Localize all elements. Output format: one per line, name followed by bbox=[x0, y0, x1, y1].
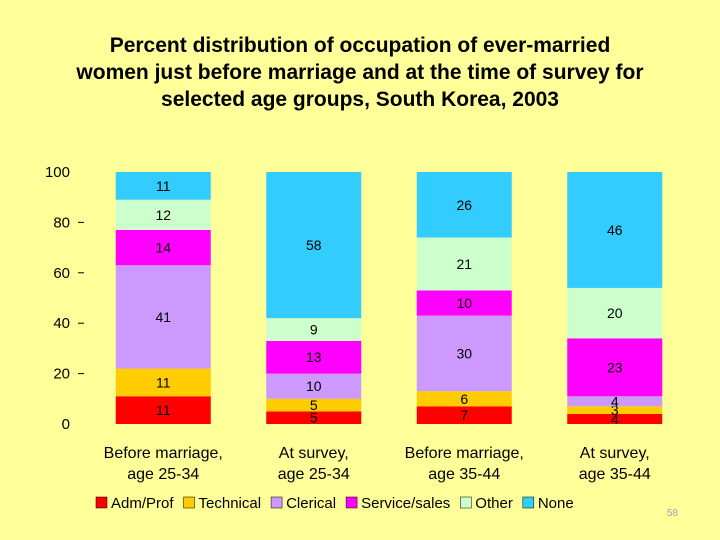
x-category-label: Before marriage, bbox=[104, 445, 223, 462]
data-label: 7 bbox=[460, 407, 468, 423]
bar-segment bbox=[416, 315, 512, 392]
data-label: 58 bbox=[306, 237, 322, 253]
bar-segment bbox=[416, 290, 512, 316]
data-label: 3 bbox=[611, 402, 619, 418]
data-label: 10 bbox=[456, 295, 472, 311]
data-label: 21 bbox=[456, 256, 472, 272]
legend-entry: Technical bbox=[199, 495, 262, 512]
bar-segment bbox=[567, 413, 663, 424]
x-category-label: At survey, bbox=[580, 445, 650, 462]
data-label: 5 bbox=[310, 410, 318, 426]
bar-segment bbox=[115, 229, 211, 266]
x-category-label: At survey, bbox=[279, 445, 349, 462]
data-label: 46 bbox=[607, 222, 623, 238]
legend-entry: Service/sales bbox=[361, 495, 450, 512]
legend-entry: Adm/Prof bbox=[111, 495, 174, 512]
x-category-label: age 35-44 bbox=[579, 466, 651, 483]
page-number: 58 bbox=[666, 508, 678, 519]
bar-segment bbox=[115, 368, 211, 397]
bar-segment bbox=[416, 391, 512, 407]
bar-segment bbox=[266, 398, 362, 412]
data-label: 14 bbox=[155, 240, 171, 256]
data-label: 26 bbox=[456, 197, 472, 213]
bar-segment bbox=[266, 411, 362, 424]
bar-segment bbox=[115, 199, 211, 230]
bar-segment bbox=[567, 338, 663, 397]
bar-segment bbox=[266, 340, 362, 374]
data-label: 10 bbox=[306, 378, 322, 394]
legend-swatch bbox=[270, 496, 283, 509]
bar-segment bbox=[266, 318, 362, 341]
legend-entry: Other bbox=[475, 495, 513, 512]
data-label: 9 bbox=[310, 322, 318, 338]
legend-swatch bbox=[95, 496, 108, 509]
y-tick-label: 40 bbox=[53, 315, 70, 332]
bar-segment bbox=[266, 172, 362, 319]
data-label: 11 bbox=[156, 374, 171, 390]
chart-title-line-1: Percent distribution of occupation of ev… bbox=[109, 34, 611, 57]
y-tick-label: 60 bbox=[53, 265, 70, 282]
bar-segment bbox=[567, 287, 663, 339]
data-label: 13 bbox=[306, 349, 322, 365]
bar-segment bbox=[416, 406, 512, 424]
legend-entry: Clerical bbox=[286, 495, 336, 512]
data-label: 6 bbox=[460, 391, 468, 407]
x-category-label: Before marriage, bbox=[405, 445, 524, 462]
legend-entry: None bbox=[538, 495, 574, 512]
data-label: 5 bbox=[310, 397, 318, 413]
data-label: 11 bbox=[156, 178, 171, 194]
y-tick-label: 100 bbox=[45, 164, 70, 181]
bar-segment bbox=[416, 172, 512, 238]
bar-segment bbox=[416, 237, 512, 291]
bar-segment bbox=[115, 396, 211, 424]
y-tick-label: 80 bbox=[53, 214, 70, 231]
x-category-label: age 25-34 bbox=[278, 466, 350, 483]
bar-segment bbox=[567, 396, 663, 407]
data-label: 12 bbox=[155, 207, 171, 223]
data-label: 4 bbox=[611, 411, 619, 427]
legend-swatch bbox=[183, 496, 195, 509]
data-label: 20 bbox=[607, 305, 623, 321]
x-category-label: age 35-44 bbox=[428, 466, 500, 483]
chart-title-line-3: selected age groups, South Korea, 2003 bbox=[161, 88, 559, 111]
legend-swatch bbox=[460, 496, 472, 509]
y-tick-label: 20 bbox=[53, 366, 70, 383]
x-category-label: age 25-34 bbox=[127, 466, 199, 483]
data-label: 41 bbox=[155, 309, 171, 325]
bar-segment bbox=[115, 265, 211, 369]
chart-title: Percent distribution of occupation of ev… bbox=[20, 32, 700, 113]
data-label: 23 bbox=[607, 359, 623, 375]
bar-segment bbox=[567, 406, 663, 414]
y-tick-label: 0 bbox=[62, 416, 70, 433]
data-label: 30 bbox=[456, 345, 472, 361]
bar-segment bbox=[115, 172, 211, 200]
chart-title-line-2: women just before marriage and at the ti… bbox=[76, 61, 644, 84]
legend-swatch bbox=[522, 496, 535, 509]
bar-segment bbox=[567, 172, 663, 288]
data-label: 11 bbox=[156, 402, 171, 418]
legend-swatch bbox=[345, 496, 358, 509]
bar-segment bbox=[266, 373, 362, 399]
data-label: 4 bbox=[611, 393, 619, 409]
